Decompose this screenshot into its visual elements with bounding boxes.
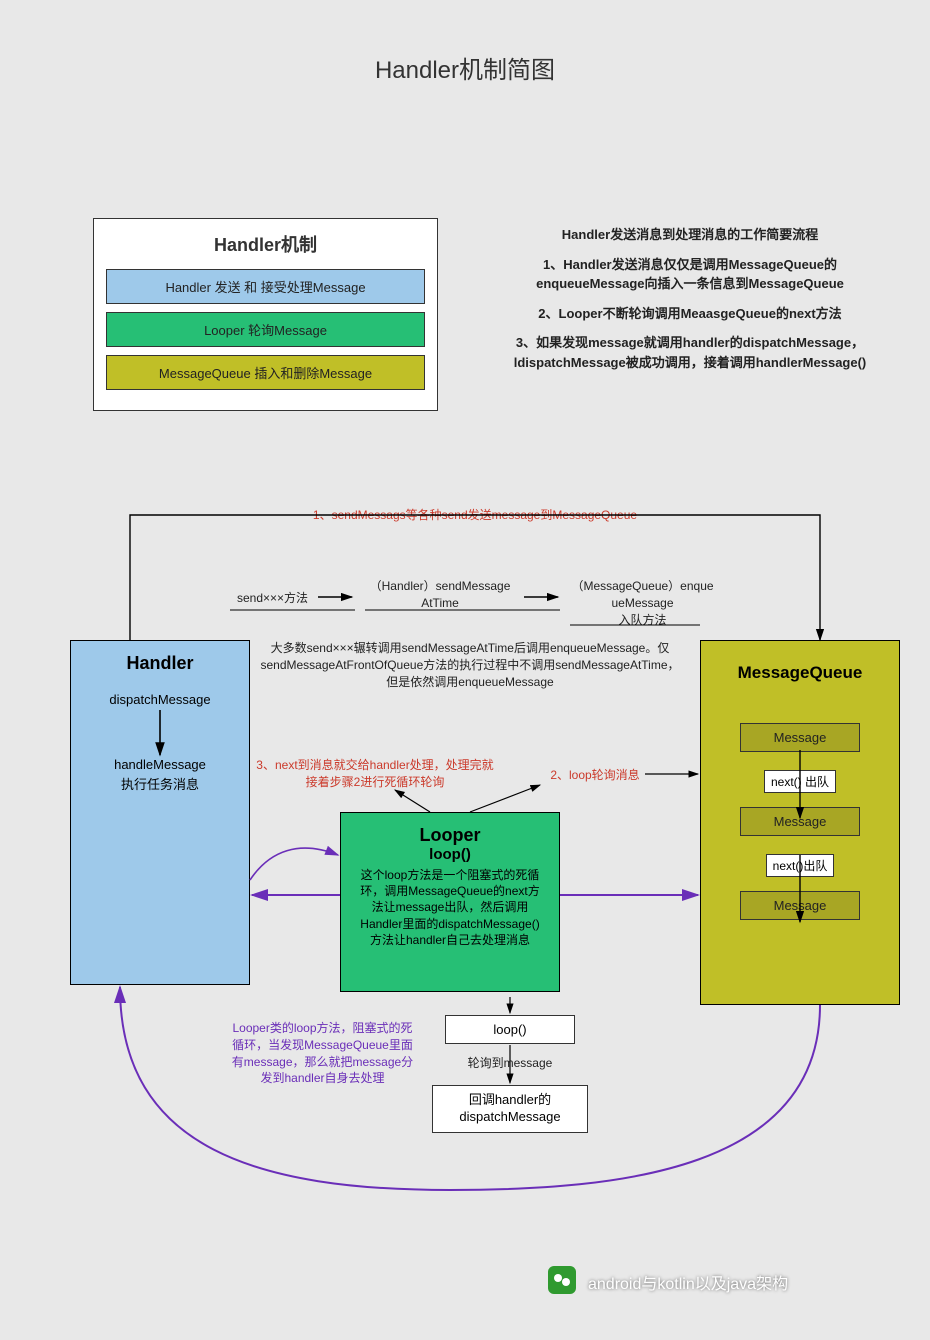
legend-row-looper: Looper 轮询Message xyxy=(106,312,425,347)
flow-step2a: （Handler）sendMessage xyxy=(370,579,511,593)
mq-box: MessageQueue Message next() 出队 Message n… xyxy=(700,640,900,1005)
mq-title: MessageQueue xyxy=(701,651,899,683)
mq-msg-1: Message xyxy=(740,807,860,836)
handler-box: Handler dispatchMessage handleMessage 执行… xyxy=(70,640,250,985)
watermark-text: android与kotlin以及java架构 xyxy=(588,1270,788,1294)
looper-body: 这个loop方法是一个阻塞式的死循环，调用MessageQueue的next方法… xyxy=(349,867,551,948)
legend-panel: Handler机制 Handler 发送 和 接受处理Message Loope… xyxy=(93,218,438,411)
label-red-2: 2、loop轮询消息 xyxy=(530,767,660,784)
loop-detail-box2a: 回调handler的 xyxy=(469,1092,551,1107)
desc-heading: Handler发送消息到处理消息的工作简要流程 xyxy=(495,225,885,245)
description-block: Handler发送消息到处理消息的工作简要流程 1、Handler发送消息仅仅是… xyxy=(495,225,885,372)
flow-step2: （Handler）sendMessage AtTime xyxy=(350,578,530,612)
looper-subtitle: loop() xyxy=(349,846,551,863)
flow-step3c: 入队方法 xyxy=(618,613,666,627)
legend-row-handler: Handler 发送 和 接受处理Message xyxy=(106,269,425,304)
mq-msg-2: Message xyxy=(740,891,860,920)
desc-item-3: 3、如果发现message就调用handler的dispatchMessage，… xyxy=(495,333,885,372)
flow-caption-1: 1、sendMessags等各种send发送message到MessageQue… xyxy=(290,507,660,524)
desc-item-1: 1、Handler发送消息仅仅是调用MessageQueue的enqueueMe… xyxy=(495,255,885,294)
legend-row-mq: MessageQueue 插入和删除Message xyxy=(106,355,425,390)
wechat-icon xyxy=(548,1266,576,1294)
flow-step3b: ueMessage xyxy=(611,596,673,610)
loop-detail-mid: 轮询到message xyxy=(445,1055,575,1072)
desc-item-2: 2、Looper不断轮询调用MeaasgeQueue的next方法 xyxy=(495,304,885,324)
flow-step3a: （MessageQueue）enque xyxy=(571,579,713,593)
flow-step2b: AtTime xyxy=(421,596,459,610)
flow-step1: send×××方法 xyxy=(225,590,320,607)
handler-exec: 执行任务消息 xyxy=(71,774,249,793)
label-red-3: 3、next到消息就交给handler处理，处理完就接着步骤2进行死循环轮询 xyxy=(255,757,495,791)
loop-detail-box2b: dispatchMessage xyxy=(459,1109,560,1124)
handler-title: Handler xyxy=(71,641,249,674)
looper-box: Looper loop() 这个loop方法是一个阻塞式的死循环，调用Messa… xyxy=(340,812,560,992)
page-title: Handler机制简图 xyxy=(0,50,930,85)
flow-note: 大多数send×××辗转调用sendMessageAtTime后调用enqueu… xyxy=(255,640,685,690)
mq-msg-0: Message xyxy=(740,723,860,752)
legend-title: Handler机制 xyxy=(106,231,425,257)
mq-next-0: next() 出队 xyxy=(764,770,836,793)
loop-detail-box2: 回调handler的 dispatchMessage xyxy=(432,1085,588,1133)
handler-dispatch: dispatchMessage xyxy=(71,692,249,707)
handler-handle: handleMessage xyxy=(71,757,249,772)
mq-next-1: next()出队 xyxy=(766,854,835,877)
looper-title: Looper xyxy=(349,821,551,846)
purple-note: Looper类的loop方法，阻塞式的死循环，当发现MessageQueue里面… xyxy=(230,1020,415,1087)
loop-detail-box1: loop() xyxy=(445,1015,575,1044)
flow-step3: （MessageQueue）enque ueMessage 入队方法 xyxy=(555,578,730,628)
